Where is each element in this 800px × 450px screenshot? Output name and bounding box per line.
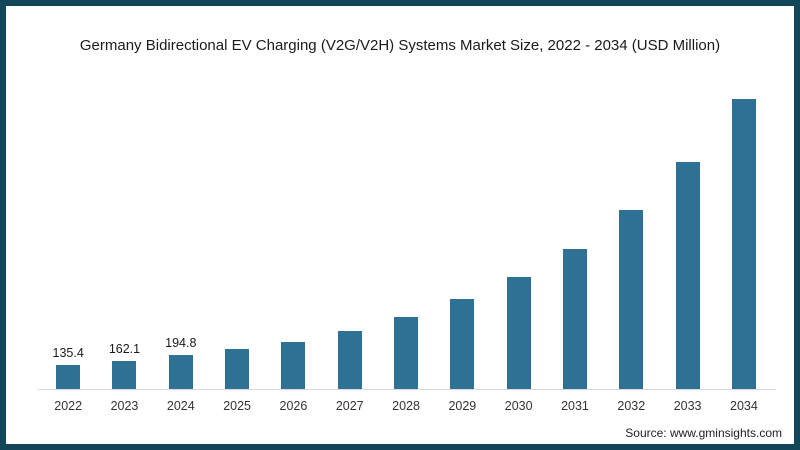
bar-2027: [337, 330, 362, 389]
bar-group-2031: [547, 99, 603, 389]
x-tick-2027: 2027: [335, 399, 364, 413]
bar-group-2022: 135.4: [40, 99, 96, 389]
bar-2025: [225, 349, 250, 389]
x-tick-2034: 2034: [730, 399, 758, 413]
bar-2034: [731, 99, 756, 389]
bar-group-2024: 194.8: [153, 99, 209, 389]
bar-2032: [619, 210, 644, 389]
bar-value-label-2022: 135.4: [52, 346, 84, 361]
bar-2024: [168, 354, 193, 389]
bar-group-2027: [322, 99, 378, 389]
bar-2022: [56, 365, 81, 389]
bar-2030: [506, 276, 531, 389]
bar-group-2023: 162.1: [96, 99, 152, 389]
bar-2029: [450, 299, 475, 389]
bar-group-2026: [265, 99, 321, 389]
x-tick-2024: 2024: [166, 399, 195, 413]
bar-group-2028: [378, 99, 434, 389]
x-tick-2022: 2022: [54, 399, 83, 413]
source-attribution: Source: www.gminsights.com: [625, 426, 782, 440]
x-tick-2025: 2025: [223, 399, 251, 413]
bar-value-label-2023: 162.1: [108, 341, 141, 356]
x-tick-2033: 2033: [673, 399, 702, 413]
bar-2033: [675, 162, 700, 389]
bar-value-label-2024: 194.8: [165, 335, 197, 350]
bar-group-2033: [659, 99, 715, 389]
bar-group-2032: [603, 99, 659, 389]
bar-2031: [562, 248, 587, 389]
x-tick-2023: 2023: [110, 399, 139, 413]
bar-chart-plot-area: 135.4 162.1 194.8: [40, 99, 772, 389]
bar-group-2025: [209, 99, 265, 389]
x-tick-2026: 2026: [279, 399, 308, 413]
x-tick-2028: 2028: [392, 399, 420, 413]
bar-group-2030: [491, 99, 547, 389]
x-tick-2030: 2030: [504, 399, 533, 413]
bar-group-2034: [716, 99, 772, 389]
chart-title: Germany Bidirectional EV Charging (V2G/V…: [79, 37, 721, 54]
x-axis-line: [38, 389, 776, 390]
bar-2026: [281, 341, 306, 389]
bar-group-2029: [434, 99, 490, 389]
x-tick-2029: 2029: [448, 399, 477, 413]
bar-2023: [112, 360, 137, 389]
bar-2028: [394, 317, 419, 389]
x-tick-2032: 2032: [617, 399, 646, 413]
x-tick-2031: 2031: [561, 399, 589, 413]
x-axis-labels: 2022 2023 2024 2025 2026 2027 2028 2029 2030 2031…: [40, 399, 772, 414]
